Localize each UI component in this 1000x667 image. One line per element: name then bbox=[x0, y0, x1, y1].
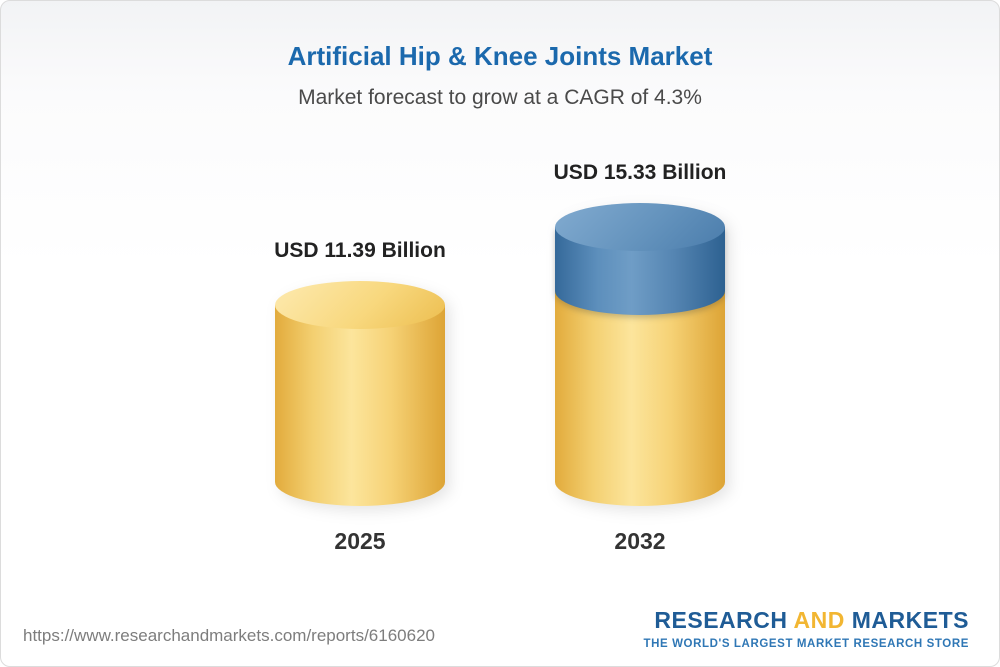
logo-word-markets: MARKETS bbox=[851, 607, 969, 633]
bar-value-label-2032: USD 15.33 Billion bbox=[553, 161, 727, 184]
cylinder-top-2032 bbox=[555, 203, 725, 251]
bar-cylinder-2032 bbox=[555, 203, 725, 506]
bar-column-2025: USD 11.39 Billion 2025 bbox=[260, 239, 460, 555]
bar-column-2032: USD 15.33 Billion 2032 bbox=[540, 161, 740, 555]
bar-chart: USD 11.39 Billion 2025 USD 15.33 Billion… bbox=[1, 161, 999, 555]
chart-title: Artificial Hip & Knee Joints Market bbox=[287, 41, 713, 71]
chart-subtitle: Market forecast to grow at a CAGR of 4.3… bbox=[298, 86, 702, 109]
logo-tagline: THE WORLD'S LARGEST MARKET RESEARCH STOR… bbox=[643, 638, 969, 650]
cylinder-body-2025 bbox=[275, 305, 445, 506]
research-and-markets-logo: RESEARCH AND MARKETS THE WORLD'S LARGEST… bbox=[644, 607, 970, 650]
bar-cylinder-2025 bbox=[275, 281, 445, 506]
logo-wordmark: RESEARCH AND MARKETS bbox=[644, 607, 970, 634]
bar-value-label-2025: USD 11.39 Billion bbox=[274, 239, 446, 262]
bar-year-label-2025: 2025 bbox=[334, 528, 386, 554]
logo-word-research: RESEARCH bbox=[654, 607, 788, 633]
cylinder-top-2025 bbox=[275, 281, 445, 329]
logo-word-and: AND bbox=[793, 607, 845, 633]
bar-year-label-2032: 2032 bbox=[614, 528, 666, 554]
report-url: https://www.researchandmarkets.com/repor… bbox=[23, 626, 435, 645]
